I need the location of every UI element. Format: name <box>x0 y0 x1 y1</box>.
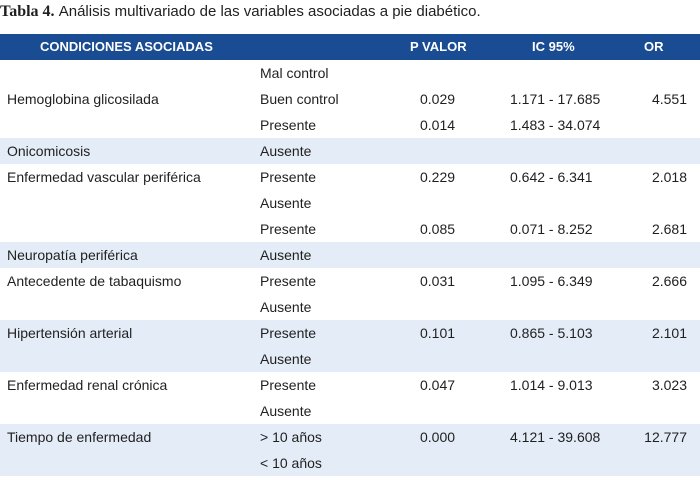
subcategory-cell: Buen control <box>260 91 339 107</box>
table-row-group: Onicomicosis Ausente <box>0 138 700 164</box>
header-condition: CONDICIONES ASOCIADAS <box>40 39 213 54</box>
table-row: Presente 0.014 1.483 - 34.074 <box>0 112 700 138</box>
table-row: Mal control <box>0 60 700 86</box>
condition-cell: Antecedente de tabaquismo <box>7 273 182 289</box>
subcategory-cell: Presente <box>260 325 317 341</box>
subcategory-cell: Ausente <box>260 143 312 159</box>
table-row: Ausente <box>0 190 700 216</box>
condition-cell: Enfermedad renal crónica <box>7 377 168 393</box>
ic-cell: 0.865 - 5.103 <box>510 325 593 341</box>
ic-cell: 1.483 - 34.074 <box>510 117 601 133</box>
header-or: OR <box>644 39 664 54</box>
subcategory-cell: Presente <box>260 169 317 185</box>
subcategory-cell: Ausente <box>260 247 312 263</box>
or-cell: 2.101 <box>651 325 687 341</box>
header-p-value: P VALOR <box>410 39 467 54</box>
subcategory-cell: Presente <box>260 117 317 133</box>
table-row: Ausente <box>0 294 700 320</box>
table-row: Hemoglobina glicosilada Buen control 0.029… <box>0 86 700 112</box>
subcategory-cell: Mal control <box>260 65 329 81</box>
table-header: CONDICIONES ASOCIADAS P VALOR IC 95% OR <box>0 34 700 60</box>
p-value-cell: 0.029 <box>420 91 456 107</box>
condition-cell: Enfermedad vascular periférica <box>7 169 201 185</box>
condition-cell: Hipertensión arterial <box>7 325 133 341</box>
subcategory-cell: Ausente <box>260 195 312 211</box>
subcategory-cell: Ausente <box>260 351 312 367</box>
p-value-cell: 0.031 <box>420 273 456 289</box>
or-cell: 3.023 <box>651 377 687 393</box>
ic-cell: 0.071 - 8.252 <box>510 221 593 237</box>
table-row: Ausente <box>0 346 700 372</box>
table-row: Ausente <box>0 398 700 424</box>
table-body: Mal control Hemoglobina glicosilada Buen c… <box>0 60 700 476</box>
ic-cell: 1.014 - 9.013 <box>510 377 593 393</box>
ic-cell: 1.095 - 6.349 <box>510 273 593 289</box>
p-value-cell: 0.085 <box>420 221 456 237</box>
table-row-group: Mal control Hemoglobina glicosilada Buen c… <box>0 60 700 138</box>
results-table: CONDICIONES ASOCIADAS P VALOR IC 95% OR … <box>0 34 700 476</box>
subcategory-cell: Presente <box>260 377 317 393</box>
table-row-group: Enfermedad vascular periférica Presente 0.… <box>0 164 700 242</box>
p-value-cell: 0.047 <box>420 377 456 393</box>
table-caption: Tabla 4. Análisis multivariado de las va… <box>0 0 481 26</box>
table-row: Neuropatía periférica Ausente <box>0 242 700 268</box>
table-caption-label: Tabla 4. <box>0 3 55 20</box>
ic-cell: 4.121 - 39.608 <box>510 429 601 445</box>
subcategory-cell: > 10 años <box>260 429 322 445</box>
header-ic: IC 95% <box>532 39 575 54</box>
condition-cell: Tiempo de enfermedad <box>7 429 152 445</box>
or-cell: 2.666 <box>651 273 687 289</box>
p-value-cell: 0.000 <box>420 429 456 445</box>
subcategory-cell: Ausente <box>260 403 312 419</box>
table-row: Antecedente de tabaquismo Presente 0.031 1.… <box>0 268 700 294</box>
or-cell: 2.018 <box>651 169 687 185</box>
table-row-group: Neuropatía periférica Ausente <box>0 242 700 268</box>
or-cell: 12.777 <box>644 429 687 445</box>
table-row-group: Enfermedad renal crónica Presente 0.047 1.0… <box>0 372 700 424</box>
table-caption-text: Análisis multivariado de las variables a… <box>58 3 481 20</box>
table-row: Enfermedad vascular periférica Presente 0.… <box>0 164 700 190</box>
condition-cell: Hemoglobina glicosilada <box>7 91 159 107</box>
table-row: Tiempo de enfermedad > 10 años 0.000 4.121 … <box>0 424 700 450</box>
subcategory-cell: Ausente <box>260 299 312 315</box>
ic-cell: 0.642 - 6.341 <box>510 169 593 185</box>
table-row: Onicomicosis Ausente <box>0 138 700 164</box>
table-row-group: Tiempo de enfermedad > 10 años 0.000 4.121 … <box>0 424 700 476</box>
subcategory-cell: < 10 años <box>260 455 322 471</box>
table-row: Presente 0.085 0.071 - 8.252 2.681 <box>0 216 700 242</box>
table-row: < 10 años <box>0 450 700 476</box>
p-value-cell: 0.014 <box>420 117 456 133</box>
table-row: Enfermedad renal crónica Presente 0.047 1.0… <box>0 372 700 398</box>
condition-cell: Onicomicosis <box>7 143 91 159</box>
condition-cell: Neuropatía periférica <box>7 247 138 263</box>
or-cell: 4.551 <box>651 91 687 107</box>
subcategory-cell: Presente <box>260 221 317 237</box>
table-row: Hipertensión arterial Presente 0.101 0.865 … <box>0 320 700 346</box>
subcategory-cell: Presente <box>260 273 317 289</box>
p-value-cell: 0.229 <box>420 169 456 185</box>
ic-cell: 1.171 - 17.685 <box>510 91 601 107</box>
p-value-cell: 0.101 <box>420 325 456 341</box>
table-row-group: Antecedente de tabaquismo Presente 0.031 1.… <box>0 268 700 320</box>
or-cell: 2.681 <box>651 221 687 237</box>
table-row-group: Hipertensión arterial Presente 0.101 0.865 … <box>0 320 700 372</box>
